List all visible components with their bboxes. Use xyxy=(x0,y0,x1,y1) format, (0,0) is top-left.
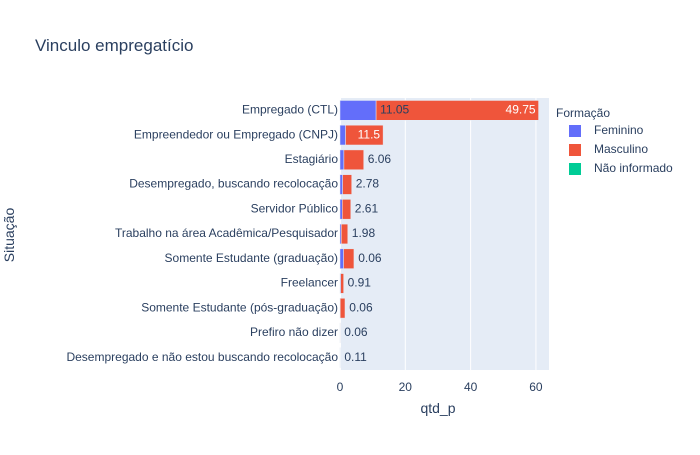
y-tick-label: Prefiro não dizer xyxy=(250,325,338,339)
legend-item-label: Feminino xyxy=(594,123,644,137)
bar-segment xyxy=(340,125,346,145)
data-label: 2.61 xyxy=(355,201,379,215)
y-axis-title: Situação xyxy=(1,208,17,263)
data-label: 11.05 xyxy=(380,103,409,117)
bar-segment xyxy=(344,249,354,269)
data-label: 6.06 xyxy=(368,152,392,166)
legend-item-label: Masculino xyxy=(594,142,648,156)
y-tick-label: Desempregado e não estou buscando recolo… xyxy=(66,350,338,364)
bar-segment xyxy=(344,150,364,170)
data-label: 0.06 xyxy=(349,300,373,314)
bar-segment xyxy=(342,199,351,219)
bar-segment xyxy=(341,274,344,294)
y-tick-label: Estagiário xyxy=(285,152,339,166)
legend-swatch xyxy=(569,163,581,175)
chart-title: Vinculo empregatício xyxy=(35,36,193,55)
bar-segment xyxy=(341,224,347,244)
y-tick-label: Servidor Público xyxy=(251,201,339,215)
x-axis-title: qtd_p xyxy=(420,400,455,416)
x-tick-label: 40 xyxy=(464,380,478,394)
legend-swatch xyxy=(569,144,581,156)
legend-swatch xyxy=(569,125,581,137)
data-label: 0.91 xyxy=(348,276,372,290)
y-tick-label: Somente Estudante (graduação) xyxy=(165,251,338,265)
bar-segment xyxy=(340,150,344,170)
bar-segment xyxy=(340,100,376,120)
y-tick-label: Desempregado, buscando recolocação xyxy=(129,177,338,191)
data-label: 11.5 xyxy=(358,127,381,141)
bar-segment xyxy=(340,249,344,269)
x-tick-label: 60 xyxy=(529,380,543,394)
data-label: 1.98 xyxy=(352,226,376,240)
bar-segment xyxy=(340,175,343,195)
data-label: 49.75 xyxy=(506,103,536,117)
x-tick-label: 0 xyxy=(337,380,344,394)
bar-segment xyxy=(343,175,352,195)
y-tick-label: Freelancer xyxy=(281,276,338,290)
y-tick-label: Empregado (CTL) xyxy=(242,103,338,117)
data-label: 2.78 xyxy=(356,177,380,191)
y-tick-label: Somente Estudante (pós-graduação) xyxy=(141,300,338,314)
bar-segment xyxy=(340,199,342,219)
legend-item-label: Não informado xyxy=(594,161,673,175)
data-label: 0.06 xyxy=(358,251,382,265)
data-label: 0.06 xyxy=(344,325,368,339)
data-label: 0.11 xyxy=(344,350,367,364)
x-tick-label: 20 xyxy=(399,380,413,394)
y-tick-label: Empreendedor ou Empregado (CNPJ) xyxy=(134,127,338,141)
y-tick-label: Trabalho na área Acadêmica/Pesquisador xyxy=(115,226,338,240)
bar-segment xyxy=(340,298,345,318)
legend-title: Formação xyxy=(556,106,610,120)
